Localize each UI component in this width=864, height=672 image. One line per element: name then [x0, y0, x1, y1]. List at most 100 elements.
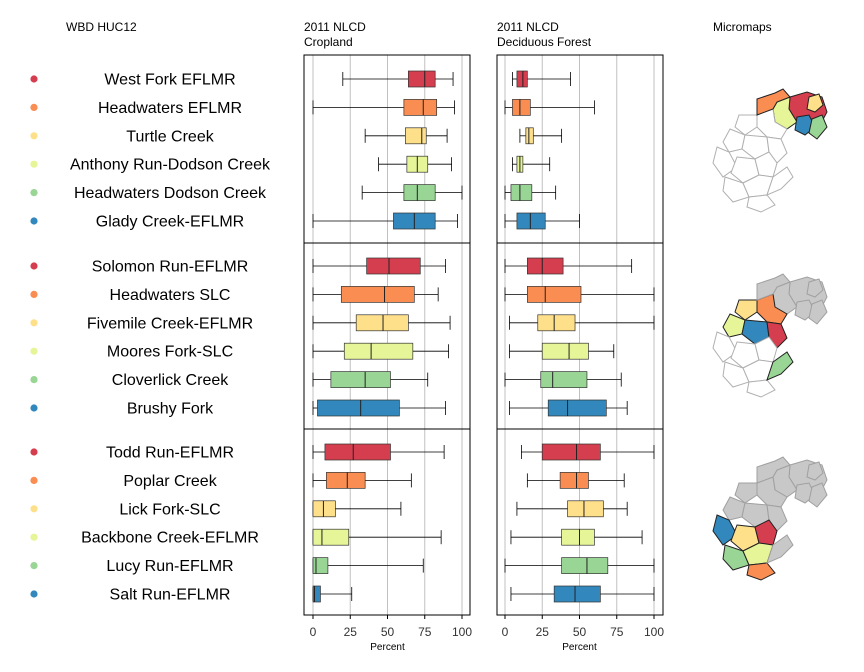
- rank-color-dot: [30, 75, 38, 83]
- cropland-header-line1: 2011 NLCD: [304, 20, 366, 34]
- watershed-polygon: [756, 476, 788, 508]
- box: [526, 257, 564, 275]
- row-labels: West Fork EFLMR Headwaters EFLMR Turtle Cr…: [30, 72, 271, 604]
- x-axis-label: Percent: [370, 642, 405, 653]
- row-label: Lucy Run-EFLMR: [106, 558, 233, 575]
- row-label: Solomon Run-EFLMR: [92, 259, 249, 276]
- box: [312, 500, 336, 518]
- row-label: Anthony Run-Dodson Creek: [70, 157, 271, 174]
- box: [516, 212, 546, 230]
- watershed-polygon: [808, 299, 828, 325]
- box: [547, 399, 607, 417]
- row-label: Todd Run-EFLMR: [106, 445, 234, 462]
- box: [510, 184, 533, 201]
- watershed-polygon: [806, 461, 824, 481]
- watershed-polygon: [722, 128, 746, 153]
- box: [405, 127, 427, 145]
- row-label: West Fork EFLMR: [104, 72, 235, 89]
- watershed-polygon: [808, 482, 828, 508]
- x-axis-label: Percent: [562, 642, 597, 653]
- row-label: Backbone Creek-EFLMR: [81, 530, 259, 547]
- watershed-polygon: [722, 544, 750, 571]
- box: [312, 528, 350, 546]
- watershed-polygon: [754, 336, 778, 363]
- box: [561, 528, 595, 546]
- x-tick-label: 0: [310, 625, 317, 639]
- x-tick-label: 25: [536, 625, 550, 639]
- x-tick-label: 100: [644, 625, 664, 639]
- row-label: Moores Fork-SLC: [107, 344, 233, 361]
- watershed-polygon: [722, 176, 750, 203]
- micromaps-header: Micromaps: [713, 20, 772, 34]
- row-label: Headwaters Dodson Creek: [74, 185, 267, 202]
- box: [312, 585, 321, 603]
- x-tick-label: 50: [381, 625, 395, 639]
- row-label: Headwaters EFLMR: [98, 100, 242, 117]
- watershed-polygon: [722, 313, 746, 338]
- watershed-polygon: [722, 496, 746, 521]
- watershed-polygon: [722, 361, 750, 388]
- watershed-polygon: [754, 151, 778, 178]
- box: [553, 585, 601, 603]
- box: [403, 99, 438, 116]
- box: [567, 500, 604, 518]
- x-tick-label: 25: [344, 625, 358, 639]
- watershed-polygon: [756, 273, 791, 301]
- box: [343, 342, 414, 360]
- rank-color-dot: [30, 262, 38, 270]
- row-label: Glady Creek-EFLMR: [96, 214, 244, 231]
- watershed-polygon: [746, 194, 776, 213]
- rank-color-dot: [30, 132, 38, 140]
- row-label: Lick Fork-SLC: [119, 501, 220, 518]
- watershed-polygon: [712, 331, 738, 363]
- watershed-polygon: [766, 166, 794, 196]
- rank-color-dot: [30, 562, 38, 570]
- row-label: Turtle Creek: [126, 128, 214, 145]
- x-tick-label: 50: [573, 625, 587, 639]
- forest-header-line1: 2011 NLCD: [497, 20, 559, 34]
- boxplot-panel: 0 25 50 75 100 Percent: [496, 54, 664, 653]
- rank-color-dot: [30, 533, 38, 541]
- boxplot-panel: 0 25 50 75 100 Percent: [303, 54, 472, 653]
- micromap: [712, 88, 828, 213]
- row-label: Cloverlick Creek: [112, 372, 229, 389]
- box: [340, 286, 415, 303]
- micromap: [712, 273, 828, 398]
- row-label: Fivemile Creek-EFLMR: [87, 315, 253, 332]
- row-label: Brushy Fork: [127, 401, 214, 418]
- box: [408, 70, 436, 88]
- watershed-polygon: [756, 293, 788, 325]
- box: [317, 399, 400, 417]
- box: [541, 342, 589, 360]
- cropland-header-line2: Cropland: [304, 35, 353, 49]
- watershed-polygon: [756, 88, 791, 116]
- forest-header-line2: Deciduous Forest: [497, 35, 592, 49]
- rank-color-dot: [30, 103, 38, 111]
- box: [330, 371, 391, 388]
- row-label: Salt Run-EFLMR: [110, 587, 231, 604]
- box: [559, 472, 589, 489]
- box: [541, 443, 601, 461]
- watershed-polygon: [766, 136, 788, 164]
- box: [561, 557, 609, 574]
- box: [537, 314, 576, 332]
- rank-color-dot: [30, 476, 38, 484]
- x-tick-label: 0: [502, 625, 509, 639]
- watershed-polygon: [756, 108, 788, 140]
- rank-color-dot: [30, 448, 38, 456]
- rank-color-dot: [30, 404, 38, 412]
- watershed-polygon: [712, 514, 738, 546]
- watershed-polygon: [766, 321, 788, 349]
- box: [355, 314, 409, 332]
- x-tick-label: 100: [452, 625, 472, 639]
- box: [366, 257, 421, 275]
- x-tick-label: 75: [418, 625, 432, 639]
- box: [324, 443, 391, 461]
- watershed-polygon: [806, 278, 824, 298]
- row-label: Headwaters SLC: [110, 287, 231, 304]
- box: [516, 70, 528, 88]
- rank-color-dot: [30, 505, 38, 513]
- rank-color-dot: [30, 319, 38, 327]
- row-label: Poplar Creek: [123, 473, 217, 490]
